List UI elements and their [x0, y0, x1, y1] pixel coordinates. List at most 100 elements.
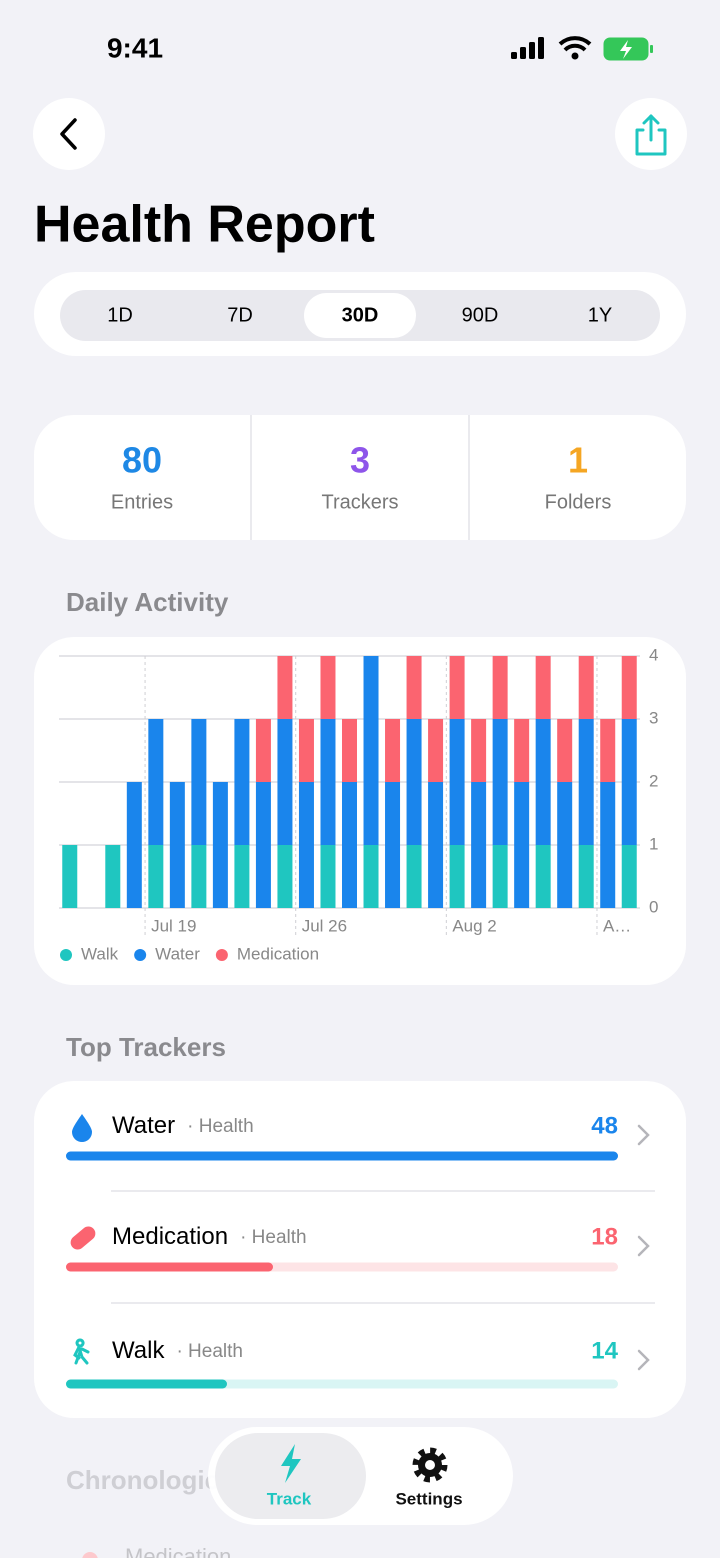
range-option[interactable]: 30D	[342, 304, 379, 326]
bar-segment	[406, 845, 422, 908]
chevron	[637, 1124, 650, 1146]
chevron	[637, 1349, 650, 1371]
page-title: Health Report	[34, 196, 375, 254]
stats-card	[34, 415, 686, 540]
bar-segment	[621, 656, 637, 719]
bar-segment	[449, 845, 465, 908]
tracker-name: Walk	[112, 1337, 165, 1364]
bar-segment	[385, 782, 401, 908]
range-option[interactable]: 90D	[462, 304, 499, 326]
bar-segment	[535, 845, 551, 908]
bar-segment	[557, 782, 573, 908]
bar-segment	[428, 782, 444, 908]
y-tick-label: 2	[649, 771, 658, 790]
tab-selected[interactable]	[215, 1433, 366, 1519]
chevron	[637, 1235, 650, 1257]
bar-segment	[428, 719, 444, 782]
range-selected[interactable]	[304, 293, 416, 338]
tracker-row[interactable]: Medication · Health	[112, 1223, 307, 1250]
bar-segment	[342, 719, 357, 782]
share-icon	[635, 114, 667, 156]
bar-segment	[535, 719, 551, 845]
bar-segment	[406, 656, 422, 719]
bar-segment	[298, 719, 314, 782]
settings-icon	[412, 1447, 448, 1483]
bar-segment	[191, 845, 207, 908]
bar-segment	[492, 656, 508, 719]
bar-segment	[514, 782, 530, 908]
bar-segment	[320, 845, 336, 908]
progress-bar	[66, 1151, 618, 1161]
bar-segment	[621, 719, 637, 845]
stat-value: 3	[350, 440, 370, 481]
legend-label: Walk	[81, 944, 119, 963]
bar-segment	[621, 845, 637, 908]
tracker-icon	[72, 1114, 92, 1142]
stat-value: 80	[122, 440, 162, 481]
tracker-name: Medication	[112, 1223, 228, 1250]
bar-segment	[169, 782, 185, 908]
bar-segment	[492, 845, 508, 908]
bar-segment	[126, 782, 142, 908]
progress-bar	[66, 1379, 227, 1389]
bar-segment	[578, 845, 594, 908]
stat-label: Folders	[545, 491, 612, 513]
bar-segment	[514, 719, 530, 782]
tracker-row[interactable]: Walk · Health	[112, 1337, 243, 1364]
bar-segment	[535, 656, 551, 719]
bar-segment	[385, 719, 401, 782]
track-icon	[281, 1444, 301, 1483]
range-option[interactable]: 7D	[227, 304, 253, 326]
progress-bar	[66, 1262, 273, 1272]
bar-segment	[255, 782, 271, 908]
tab-label[interactable]: Settings	[395, 1489, 462, 1508]
bar-segment	[320, 719, 336, 845]
bar-segment	[212, 782, 228, 908]
x-tick-label: Jul 26	[302, 916, 347, 935]
bar-segment	[277, 656, 293, 719]
legend-dot	[60, 949, 72, 961]
tracker-icon	[73, 1338, 90, 1365]
x-tick-label: Jul 19	[151, 916, 196, 935]
bar-segment	[363, 845, 379, 908]
chart-title: Daily Activity	[66, 587, 229, 617]
bar-segment	[363, 656, 379, 845]
range-option[interactable]: 1D	[107, 304, 133, 326]
bar-segment	[277, 719, 293, 845]
bar-segment	[62, 845, 78, 908]
back-icon	[60, 118, 77, 150]
tracker-value: 14	[591, 1337, 618, 1364]
bar-segment	[277, 845, 293, 908]
status-time: 9:41	[107, 32, 163, 63]
y-tick-label: 1	[649, 834, 658, 853]
bar-segment	[234, 845, 250, 908]
tracker-value: 48	[591, 1112, 618, 1139]
stat-label: Entries	[111, 491, 173, 513]
tracker-row[interactable]: Water · Health	[112, 1112, 254, 1139]
bar-segment	[471, 782, 487, 908]
status-icons	[511, 36, 653, 61]
bar-segment	[234, 719, 250, 845]
bar-segment	[600, 719, 616, 782]
tracker-category: · Health	[176, 1341, 243, 1362]
legend-dot	[134, 949, 147, 961]
tracker-category: · Health	[187, 1116, 254, 1137]
stat-label: Trackers	[321, 491, 398, 513]
bar-segment	[105, 845, 121, 908]
range-option[interactable]: 1Y	[588, 304, 612, 326]
bar-segment	[320, 656, 336, 719]
tracker-value: 18	[591, 1223, 618, 1250]
tracker-name: Water	[112, 1112, 175, 1139]
back-button[interactable]	[33, 98, 105, 170]
legend-label: Water	[155, 944, 200, 963]
entry-name: Medication	[125, 1544, 231, 1558]
bar-segment	[578, 719, 594, 845]
entry-icon	[82, 1552, 98, 1558]
bar-segment	[449, 719, 465, 845]
stat-value: 1	[568, 440, 588, 481]
legend-label: Medication	[237, 944, 319, 963]
bar-segment	[600, 782, 616, 908]
tab-label[interactable]: Track	[267, 1489, 312, 1508]
